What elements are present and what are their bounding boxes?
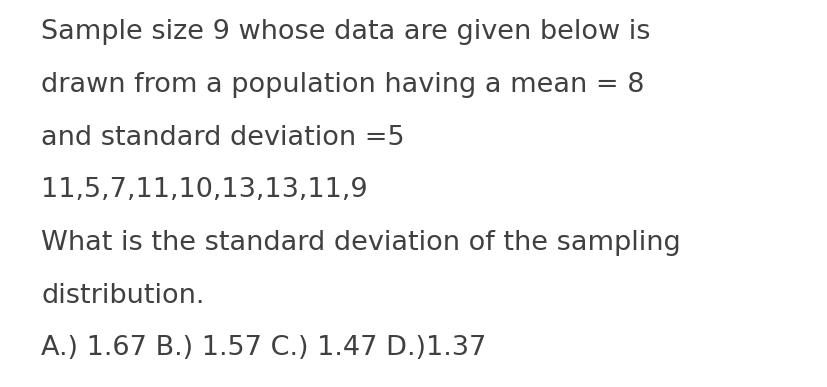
Text: distribution.: distribution. [41,283,205,308]
Text: drawn from a population having a mean = 8: drawn from a population having a mean = … [41,72,645,98]
Text: A.) 1.67 B.) 1.57 C.) 1.47 D.)1.37: A.) 1.67 B.) 1.57 C.) 1.47 D.)1.37 [41,335,487,361]
Text: Sample size 9 whose data are given below is: Sample size 9 whose data are given below… [41,19,651,45]
Text: What is the standard deviation of the sampling: What is the standard deviation of the sa… [41,230,681,256]
Text: and standard deviation =5: and standard deviation =5 [41,125,405,151]
Text: 11,5,7,11,10,13,13,11,9: 11,5,7,11,10,13,13,11,9 [41,177,368,203]
